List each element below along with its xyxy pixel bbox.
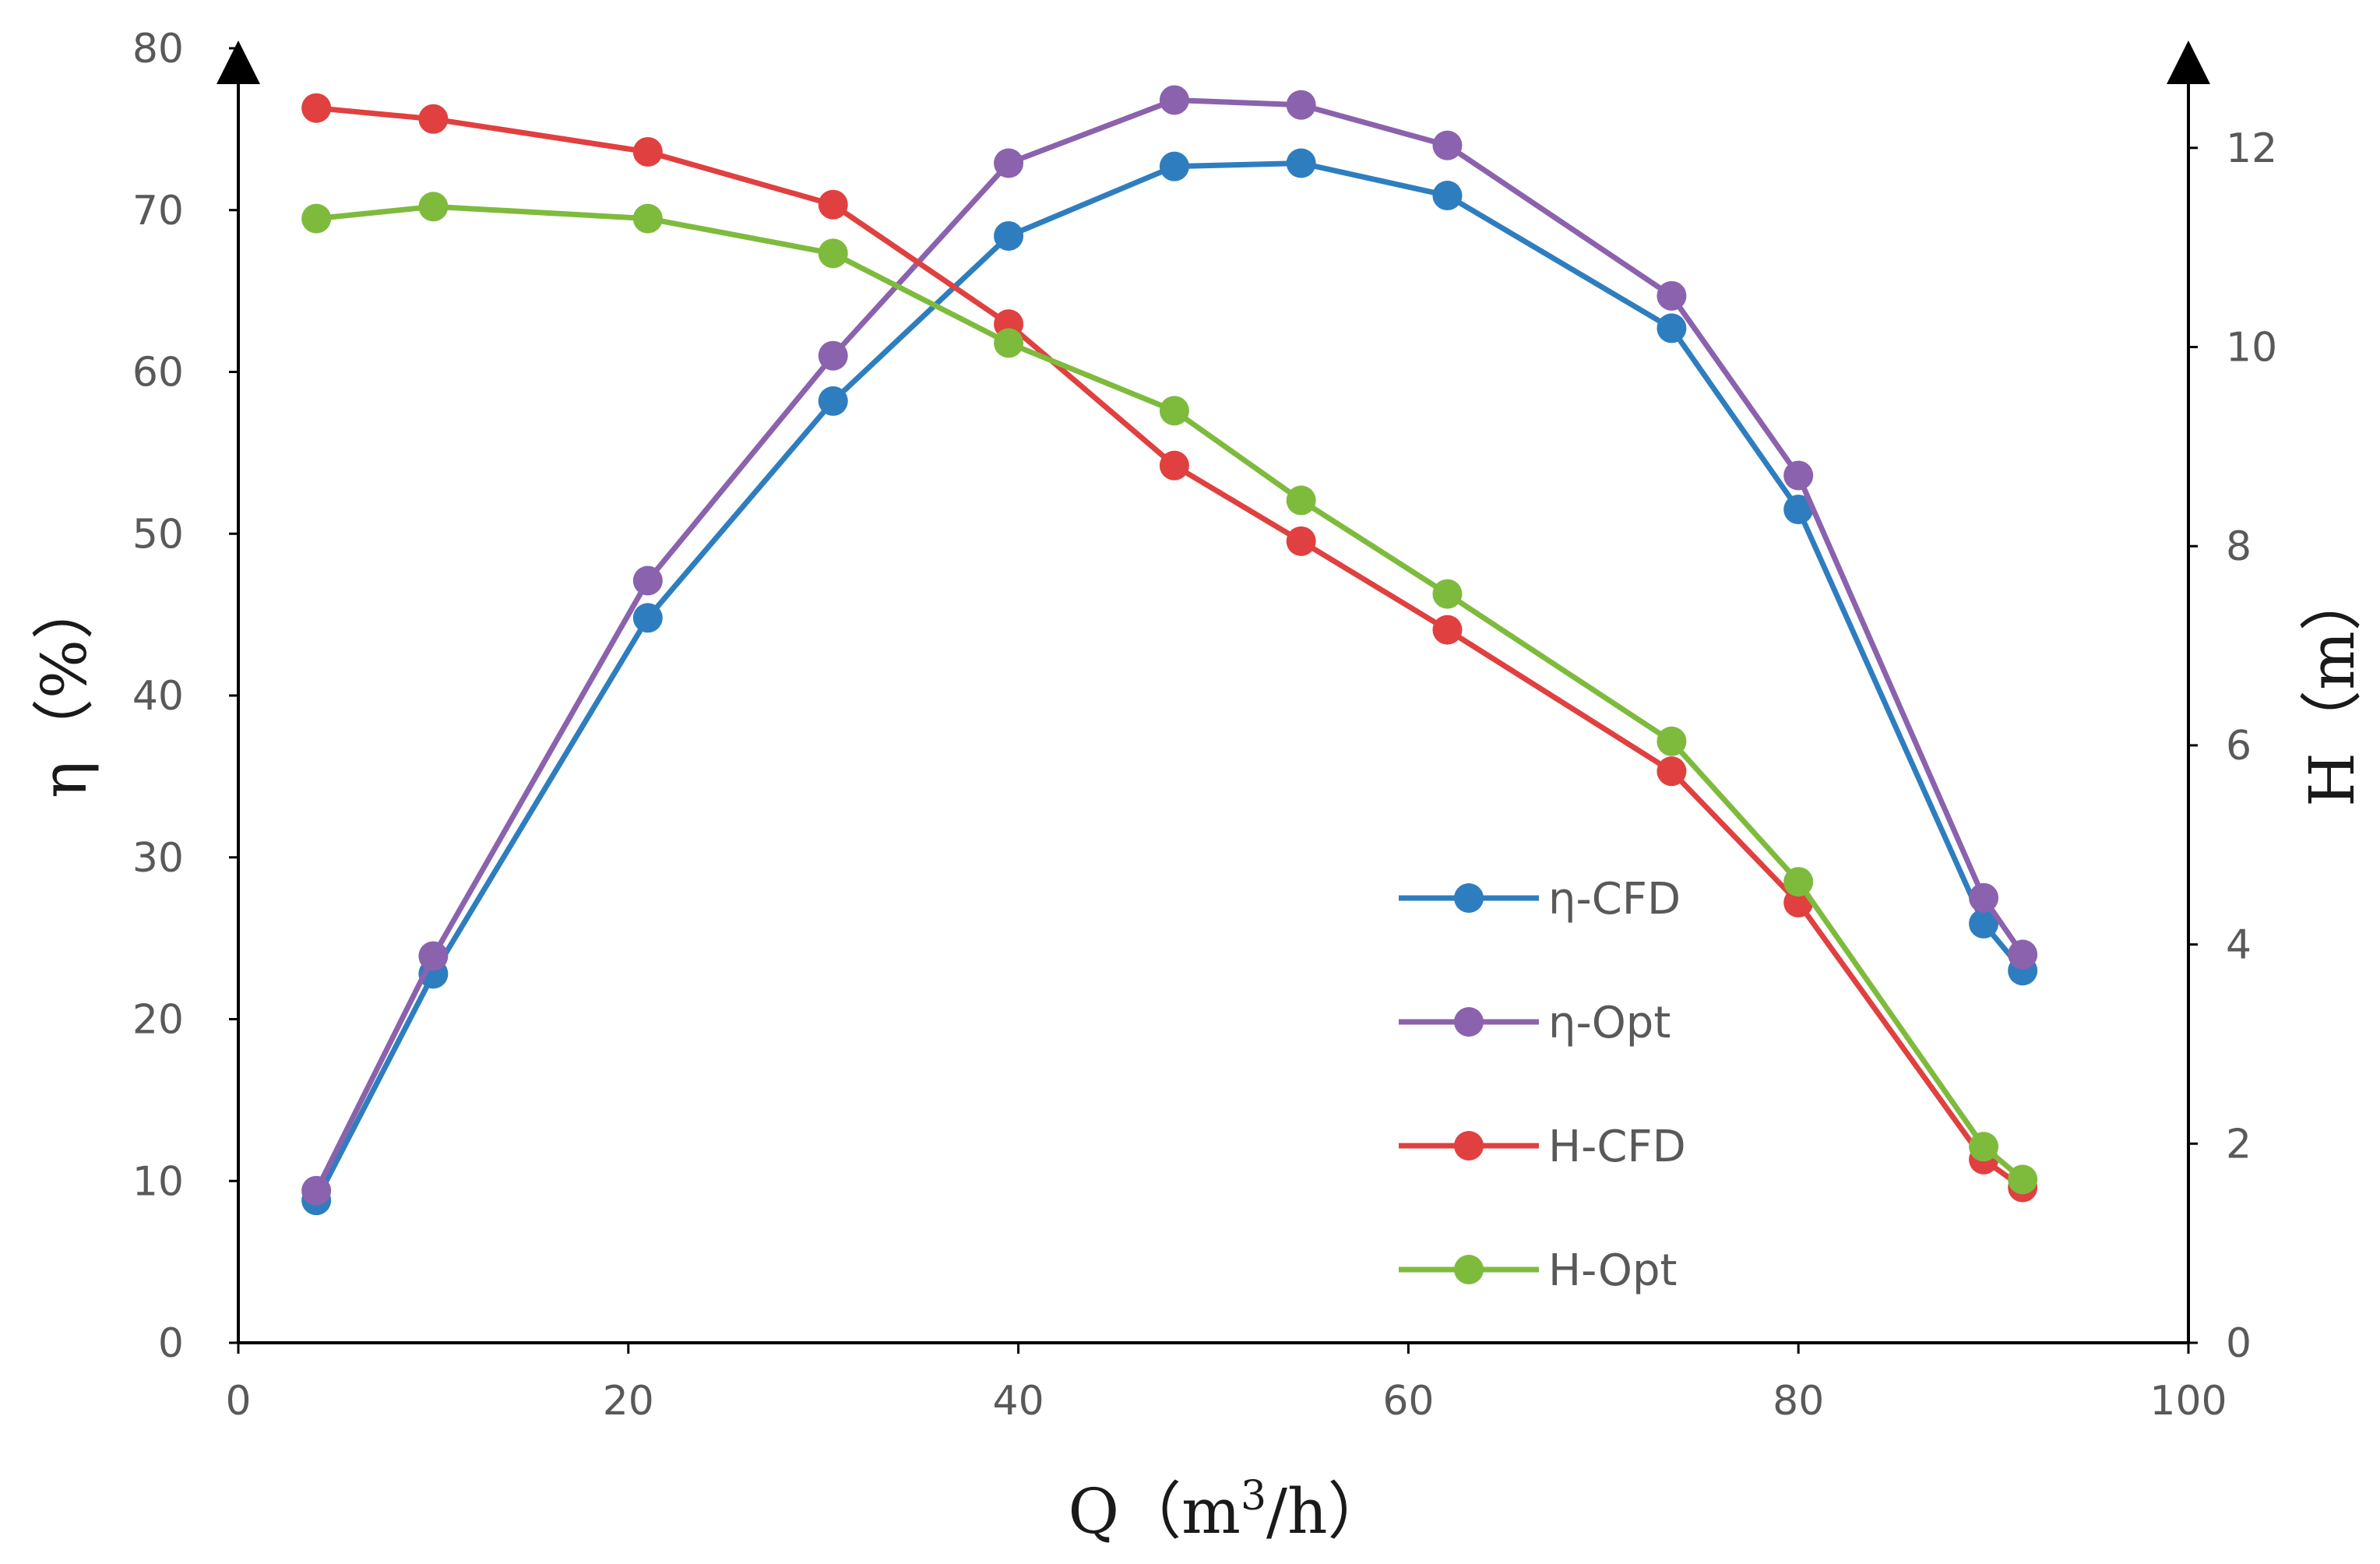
data-point bbox=[301, 203, 332, 234]
y-right-tick-label: 2 bbox=[2226, 1121, 2251, 1168]
legend-swatch-marker bbox=[1454, 1007, 1484, 1037]
axis-titles: Q（m3/h） η（%） H（m） bbox=[28, 569, 2368, 1548]
y-right-tick-label: 6 bbox=[2226, 723, 2251, 770]
legend-swatch-marker bbox=[1454, 1131, 1484, 1161]
x-tick-label: 0 bbox=[225, 1378, 251, 1425]
data-point bbox=[1656, 280, 1687, 311]
data-point bbox=[301, 1175, 332, 1206]
y-right-tick-label: 10 bbox=[2226, 325, 2277, 372]
data-point bbox=[418, 941, 449, 971]
y-left-tick-label: 50 bbox=[132, 511, 184, 558]
data-point bbox=[1432, 579, 1463, 609]
data-point bbox=[818, 238, 848, 269]
series-line bbox=[314, 97, 2026, 1192]
data-point bbox=[994, 220, 1024, 251]
legend-swatch-marker bbox=[1454, 1255, 1484, 1284]
data-point bbox=[994, 148, 1024, 178]
data-point bbox=[1159, 85, 1189, 115]
x-tick-label: 20 bbox=[603, 1378, 654, 1425]
legend-entry: H-CFD bbox=[1399, 1122, 1686, 1172]
x-tick-label: 80 bbox=[1773, 1378, 1824, 1425]
data-point bbox=[1656, 313, 1687, 343]
data-point bbox=[1783, 867, 1814, 897]
legend-label: H-CFD bbox=[1548, 1122, 1686, 1172]
data-point bbox=[2008, 1164, 2038, 1195]
y-right-tick-label: 4 bbox=[2226, 922, 2251, 969]
y-right-axis-title: H（m） bbox=[2296, 569, 2368, 807]
y-left-tick-label: 0 bbox=[158, 1320, 184, 1367]
data-point bbox=[1969, 882, 1999, 913]
data-point bbox=[632, 565, 663, 596]
series-3 bbox=[301, 192, 2038, 1195]
data-point bbox=[1656, 756, 1687, 787]
data-point bbox=[818, 340, 848, 371]
data-point bbox=[1783, 495, 1814, 525]
y-left-tick-label: 30 bbox=[132, 835, 184, 882]
data-point bbox=[994, 328, 1024, 358]
legend-label: η-Opt bbox=[1548, 998, 1671, 1048]
data-point bbox=[301, 93, 332, 123]
y-left-tick-label: 20 bbox=[132, 997, 184, 1044]
data-point bbox=[1286, 526, 1316, 556]
data-point bbox=[1432, 181, 1463, 211]
axes: 0 20 40 60 80 100 0 10 20 30 40 50 60 70 80 0 2 4 6 8 10 12 bbox=[132, 26, 2277, 1425]
legend-entry: η-CFD bbox=[1399, 874, 1681, 925]
data-point bbox=[1656, 726, 1687, 756]
data-point bbox=[1783, 460, 1814, 491]
data-point bbox=[1432, 615, 1463, 645]
data-point bbox=[632, 603, 663, 633]
data-point bbox=[418, 192, 449, 222]
legend-label: η-CFD bbox=[1548, 874, 1681, 925]
y-left-tick-label: 80 bbox=[132, 26, 184, 72]
legend-label: H-Opt bbox=[1548, 1245, 1677, 1296]
data-point bbox=[1159, 151, 1189, 181]
series-2 bbox=[301, 93, 2038, 1203]
data-point bbox=[632, 136, 663, 167]
data-point bbox=[1159, 396, 1189, 426]
data-point bbox=[1969, 1132, 1999, 1162]
y-right-tick-label: 0 bbox=[2226, 1320, 2251, 1367]
y-right-tick-label: 8 bbox=[2226, 523, 2251, 570]
y-left-tick-label: 70 bbox=[132, 188, 184, 234]
x-axis-title: Q（m3/h） bbox=[1068, 1473, 1389, 1548]
data-point bbox=[632, 203, 663, 234]
x-tick-label: 40 bbox=[993, 1378, 1044, 1425]
series-layer bbox=[301, 85, 2038, 1216]
series-0 bbox=[301, 148, 2038, 1216]
series-1 bbox=[301, 85, 2038, 1206]
data-point bbox=[818, 386, 848, 416]
x-tick-label: 100 bbox=[2149, 1378, 2227, 1425]
y-right-tick-label: 12 bbox=[2226, 125, 2277, 172]
x-axis-title-suffix: /h） bbox=[1266, 1475, 1389, 1548]
data-point bbox=[1159, 450, 1189, 481]
data-point bbox=[818, 189, 848, 220]
series-line bbox=[315, 105, 2025, 1190]
data-point bbox=[2008, 939, 2038, 970]
data-point bbox=[1286, 148, 1316, 178]
x-axis-title-prefix: Q（m bbox=[1068, 1475, 1240, 1548]
data-point bbox=[1286, 90, 1316, 120]
data-point bbox=[1969, 908, 1999, 939]
legend: η-CFD η-Opt H-CFD H-Opt bbox=[1399, 874, 1686, 1296]
y-left-tick-label: 60 bbox=[132, 350, 184, 396]
series-line bbox=[314, 160, 2025, 1202]
legend-entry: H-Opt bbox=[1399, 1245, 1677, 1296]
y-left-axis-title: η（%） bbox=[28, 577, 100, 798]
x-tick-label: 60 bbox=[1382, 1378, 1434, 1425]
legend-entry: η-Opt bbox=[1399, 998, 1671, 1048]
x-axis-title-superscript: 3 bbox=[1241, 1473, 1266, 1520]
y-left-tick-label: 40 bbox=[132, 673, 184, 720]
data-point bbox=[1286, 485, 1316, 516]
data-point bbox=[418, 104, 449, 134]
series-line bbox=[315, 203, 2025, 1182]
y-left-tick-label: 10 bbox=[132, 1158, 184, 1205]
legend-swatch-marker bbox=[1454, 883, 1484, 913]
data-point bbox=[1432, 130, 1463, 160]
